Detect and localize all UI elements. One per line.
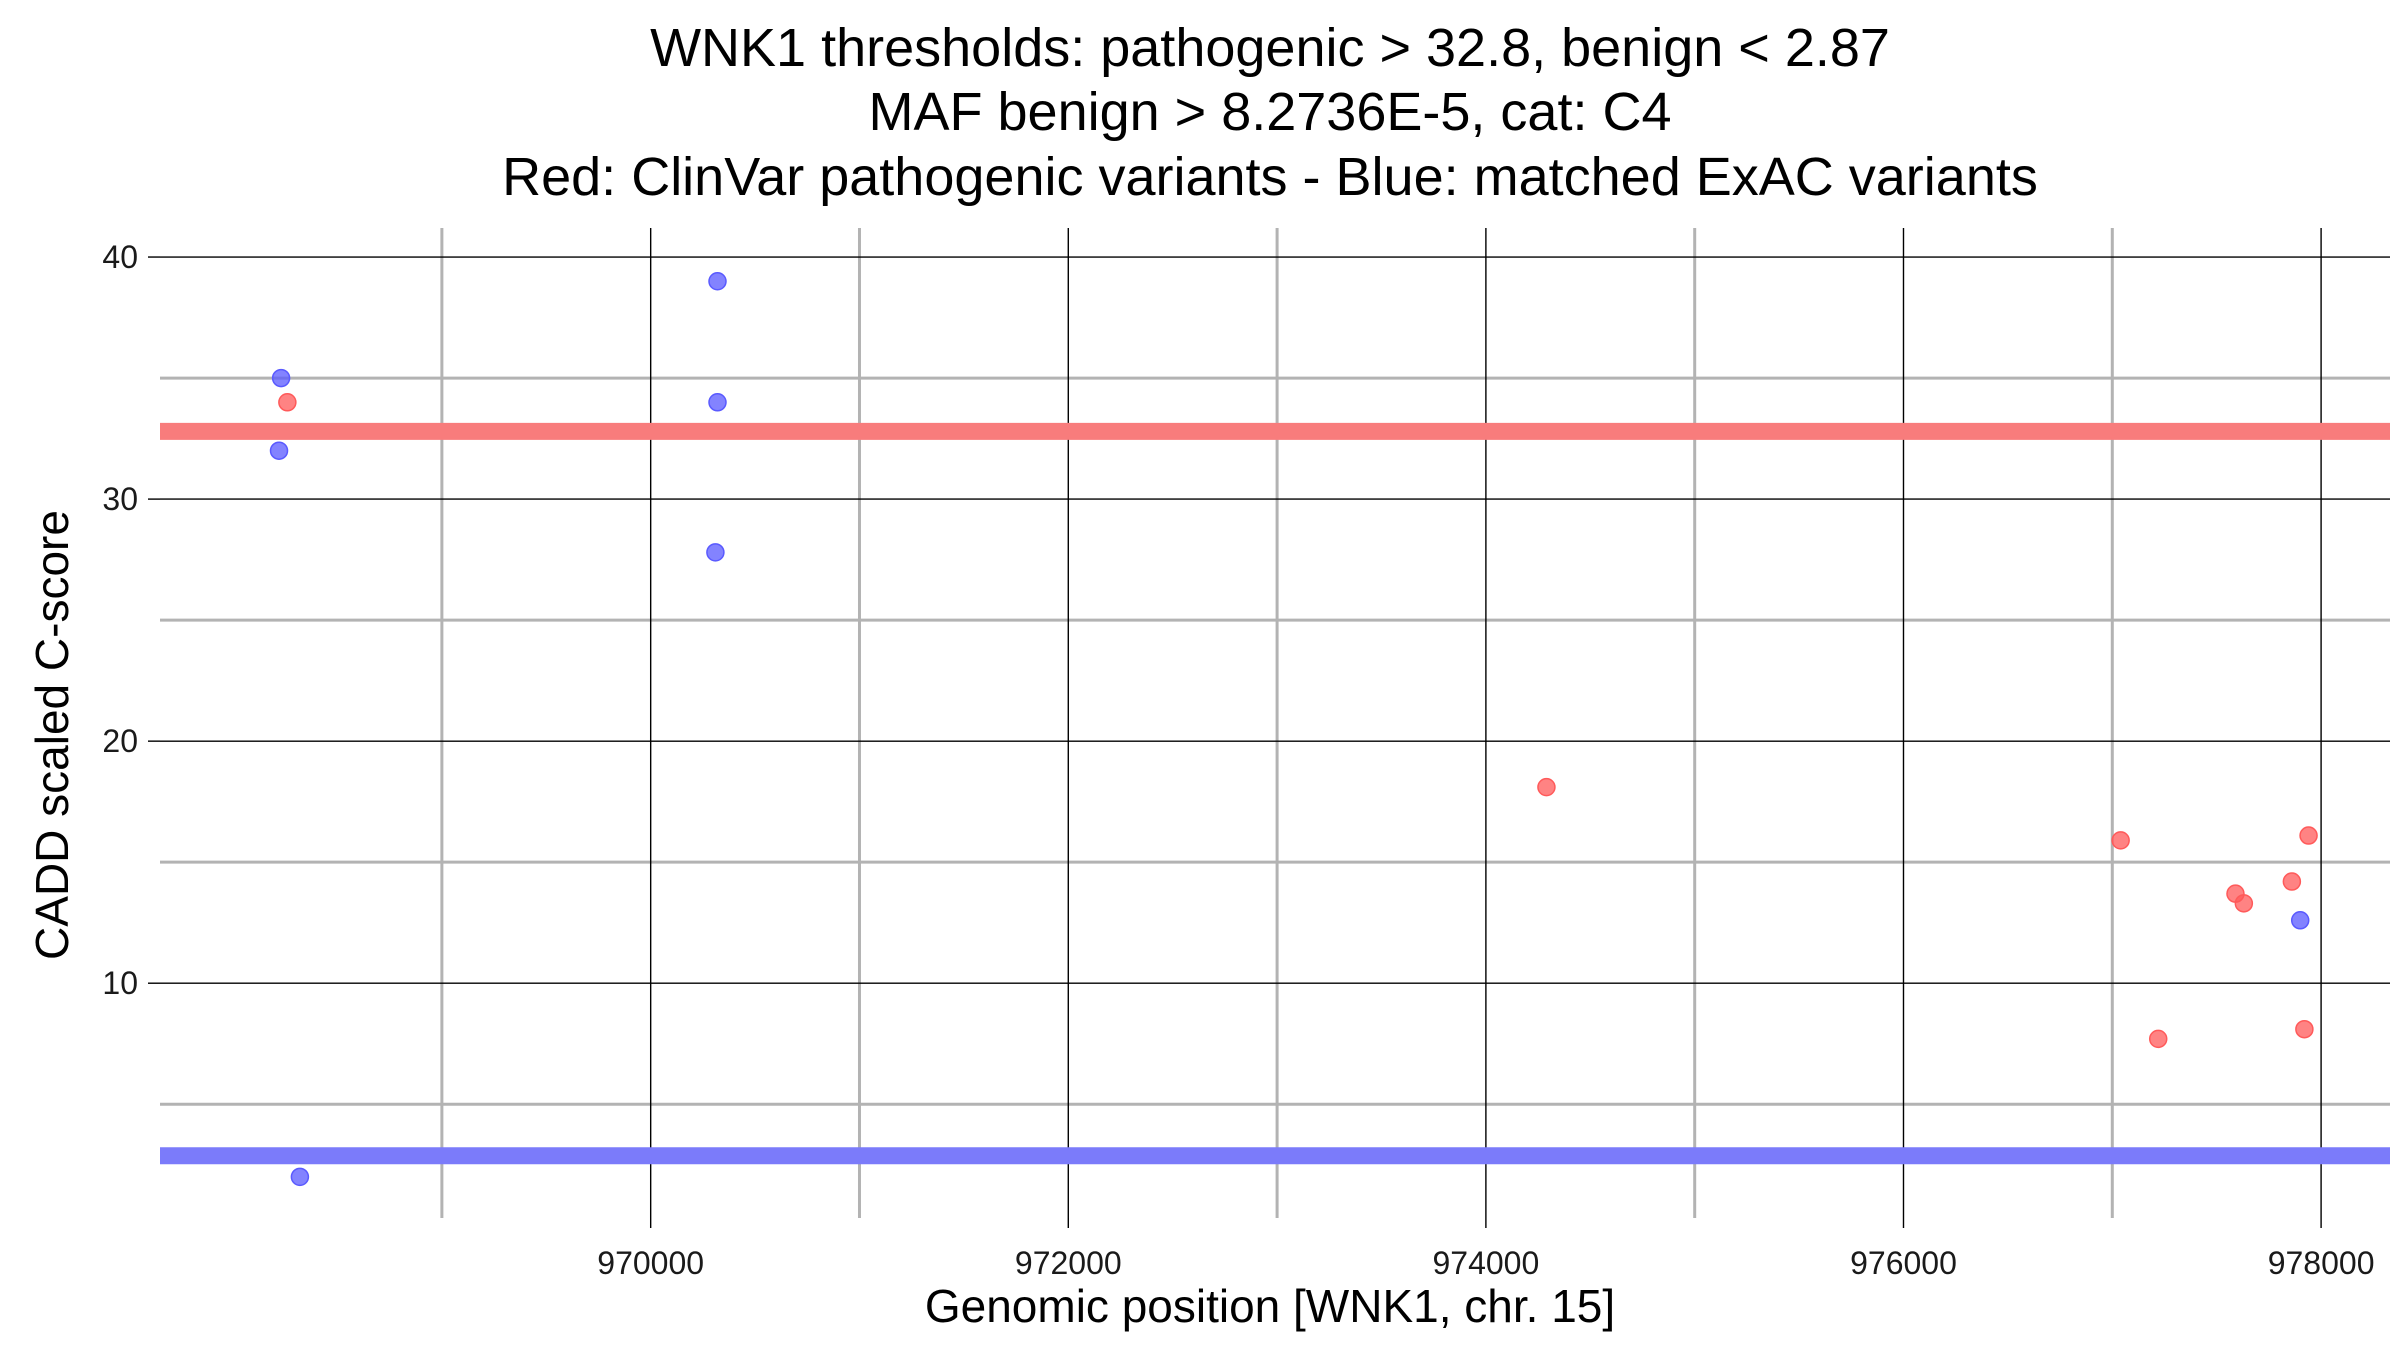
x-axis-ticks: 970000 972000 974000 976000 978000 (597, 1218, 2374, 1281)
data-point (2290, 911, 2310, 930)
data-point (2295, 1019, 2314, 1039)
chart-title: WNK1 thresholds: pathogenic > 32.8, beni… (502, 18, 2038, 207)
y-axis-title: CADD scaled C-score (26, 510, 78, 960)
data-point (706, 543, 725, 562)
data-point (290, 1167, 310, 1187)
data-point (1537, 777, 1556, 797)
title-line-1: WNK1 thresholds: pathogenic > 32.8, beni… (650, 18, 1890, 78)
y-tick-label: 40 (102, 239, 138, 275)
data-point (269, 441, 289, 460)
data-point (708, 393, 727, 412)
x-tick-label: 976000 (1850, 1245, 1957, 1281)
y-tick-label: 30 (102, 481, 138, 517)
x-tick-label: 974000 (1432, 1245, 1539, 1281)
data-points (269, 272, 2318, 1187)
x-tick-label: 978000 (2268, 1245, 2375, 1281)
data-point (278, 393, 297, 412)
major-gridlines (160, 228, 2390, 1218)
data-point (2299, 826, 2318, 845)
y-axis-ticks: 10 20 30 40 (102, 239, 160, 1001)
data-point (2111, 831, 2130, 850)
data-point (708, 272, 727, 291)
x-tick-label: 972000 (1015, 1245, 1122, 1281)
y-tick-label: 10 (102, 965, 138, 1001)
data-point (271, 368, 291, 388)
minor-gridlines (160, 228, 2390, 1218)
data-point (2282, 872, 2302, 891)
x-axis-title: Genomic position [WNK1, chr. 15] (925, 1280, 1615, 1332)
data-point (2148, 1029, 2168, 1049)
data-point (2234, 894, 2254, 913)
x-tick-label: 970000 (597, 1245, 704, 1281)
y-tick-label: 20 (102, 723, 138, 759)
threshold-lines (160, 422, 2390, 1165)
title-line-3: Red: ClinVar pathogenic variants - Blue:… (502, 147, 2038, 207)
title-line-2: MAF benign > 8.2736E-5, cat: C4 (869, 82, 1672, 142)
